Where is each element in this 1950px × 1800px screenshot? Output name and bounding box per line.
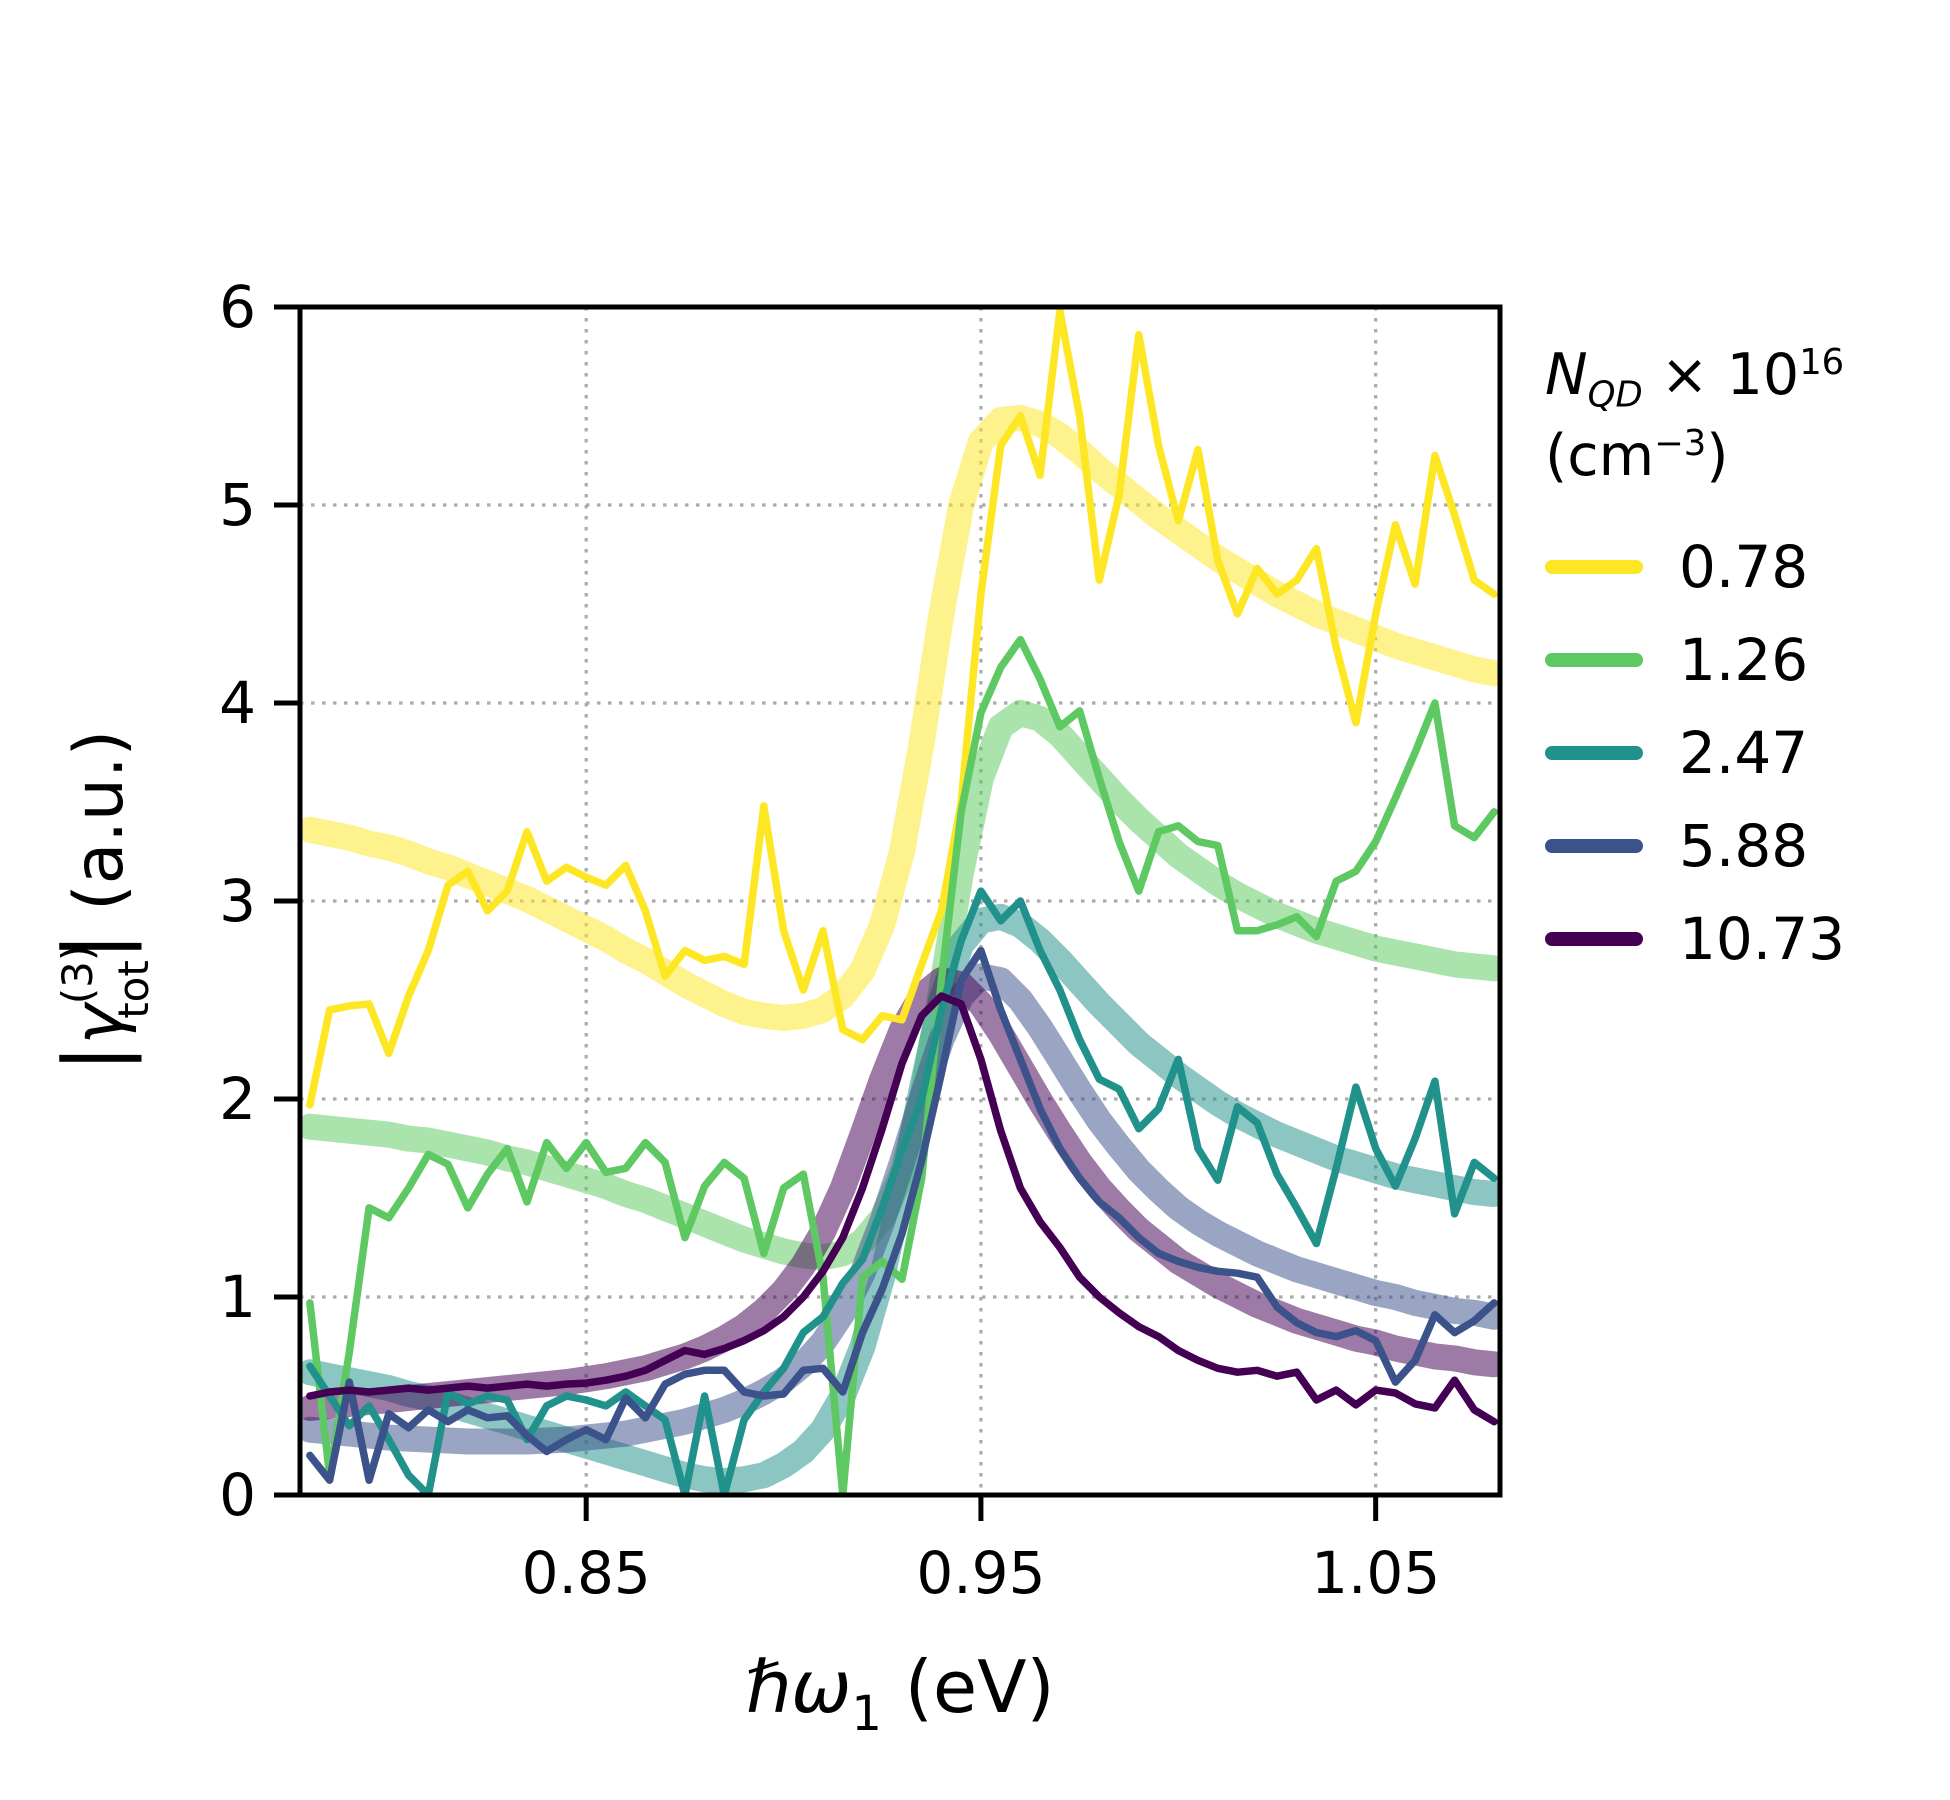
legend-item-5.88: 5.88 — [1545, 799, 1945, 892]
y-tick-label-6: 6 — [219, 273, 256, 341]
y-tick-label-1: 1 — [219, 1263, 256, 1331]
measured-line-10.73 — [306, 992, 1498, 1426]
legend-label: 5.88 — [1679, 811, 1809, 880]
y-label-bar-close: | — [47, 933, 142, 961]
y-label-bar-open: | — [47, 1045, 142, 1073]
x-tick-label-1.05: 1.05 — [1311, 1539, 1440, 1607]
legend: NQD × 1016 (cm−3) 0.78 1.26 2.47 5.88 10… — [1545, 338, 1945, 985]
y-tick-label-5: 5 — [219, 471, 256, 539]
y-tick-label-3: 3 — [219, 867, 256, 935]
x-label-unit: (eV) — [882, 1645, 1055, 1729]
legend-subtitle: (cm−3) — [1545, 423, 1729, 490]
legend-item-2.47: 2.47 — [1545, 706, 1945, 799]
legend-item-1.26: 1.26 — [1545, 613, 1945, 706]
legend-line-icon-5.88 — [1545, 838, 1643, 853]
y-tick-label-4: 4 — [219, 669, 256, 737]
x-tick-label-0.85: 0.85 — [522, 1539, 651, 1607]
legend-title: NQD × 1016 — [1545, 342, 1845, 416]
measured-line-0.78 — [306, 307, 1498, 1109]
measured-line-5.88 — [306, 946, 1498, 1484]
y-axis-label: |γ(3) tot| (a.u.) — [47, 730, 158, 1072]
series-group — [300, 307, 1500, 1495]
x-axis-label: ℏω1 (eV) — [745, 1645, 1054, 1742]
y-label-unit: (a.u.) — [60, 730, 139, 933]
legend-label: 0.78 — [1679, 532, 1809, 601]
legend-item-0.78: 0.78 — [1545, 520, 1945, 613]
y-label-symbol: γ — [60, 1001, 139, 1045]
tick-labels: 0.85 0.95 1.05 0 1 2 3 4 5 6 — [219, 273, 1440, 1607]
x-label-symbol: ℏω — [745, 1645, 851, 1729]
legend-line-icon-0.78 — [1545, 559, 1643, 574]
fit-line-5.88 — [300, 963, 1500, 1455]
legend-item-10.73: 10.73 — [1545, 892, 1945, 985]
y-tick-label-2: 2 — [219, 1065, 256, 1133]
x-label-sub: 1 — [851, 1686, 882, 1742]
y-tick-label-0: 0 — [219, 1461, 256, 1529]
y-label-sub: tot — [109, 960, 158, 1019]
measured-line-2.47 — [306, 887, 1498, 1495]
legend-label: 1.26 — [1679, 625, 1809, 694]
measured-line-1.26 — [306, 635, 1498, 1495]
legend-line-icon-2.47 — [1545, 745, 1643, 760]
x-tick-label-0.95: 0.95 — [916, 1539, 1045, 1607]
legend-label: 10.73 — [1679, 904, 1846, 973]
legend-line-icon-1.26 — [1545, 652, 1643, 667]
ticks — [274, 304, 1379, 1521]
legend-label: 2.47 — [1679, 718, 1809, 787]
y-label-sup: (3) — [53, 945, 102, 1005]
legend-line-icon-10.73 — [1545, 931, 1643, 946]
legend-rows: 0.78 1.26 2.47 5.88 10.73 — [1545, 520, 1945, 985]
